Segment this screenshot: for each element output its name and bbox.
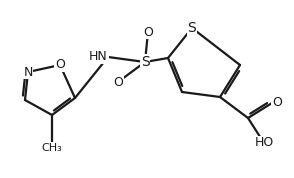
Text: O: O [143, 25, 153, 38]
Text: HN: HN [89, 51, 108, 64]
Text: S: S [188, 21, 196, 35]
Text: O: O [55, 59, 65, 72]
Text: O: O [113, 75, 123, 88]
Text: CH₃: CH₃ [42, 143, 62, 153]
Text: S: S [141, 55, 149, 69]
Text: HO: HO [254, 137, 274, 150]
Text: N: N [23, 66, 33, 78]
Text: O: O [272, 96, 282, 109]
